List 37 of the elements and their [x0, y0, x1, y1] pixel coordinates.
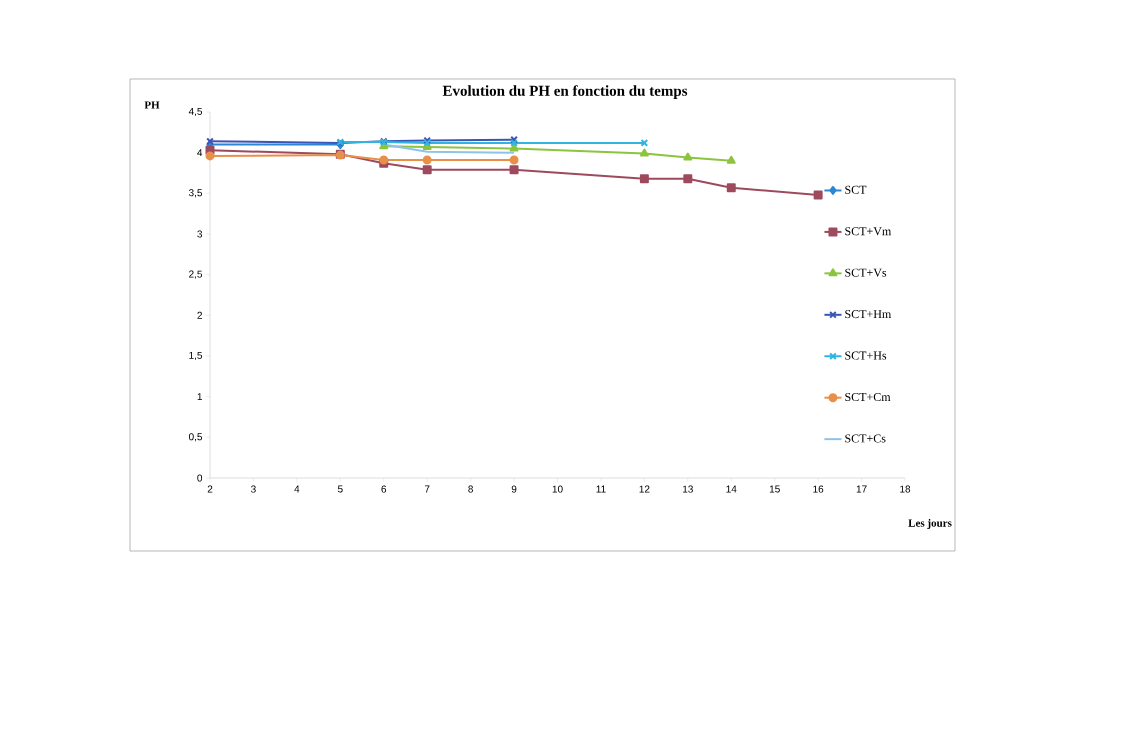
y-axis-title: PH [144, 101, 160, 109]
x-tick-label: 15 [769, 485, 780, 493]
x-tick-label: 17 [856, 485, 867, 493]
y-tick-label: 3 [197, 230, 203, 238]
legend-label: SCT+Vs [845, 268, 887, 277]
x-tick-label: 3 [251, 485, 256, 493]
x-tick-label: 14 [726, 485, 737, 493]
x-tick-label: 6 [381, 485, 387, 493]
legend-label: SCT [845, 185, 867, 194]
legend-label: SCT+Hm [845, 310, 892, 319]
y-tick-label: 1,5 [189, 351, 203, 361]
y-tick-label: 0 [197, 474, 203, 482]
x-tick-label: 9 [511, 485, 517, 493]
x-tick-label: 5 [337, 485, 343, 493]
x-tick-label: 4 [294, 485, 300, 493]
x-tick-label: 8 [468, 485, 473, 493]
y-tick-label: 4 [197, 149, 203, 157]
x-axis-title: Les jours [908, 519, 952, 529]
y-tick-label: 2,5 [189, 270, 203, 279]
x-tick-label: 13 [683, 485, 693, 493]
legend-label: SCT+Vm [845, 227, 892, 236]
x-tick-label: 2 [207, 485, 213, 493]
x-tick-label: 16 [813, 485, 824, 493]
x-tick-label: 18 [900, 485, 911, 493]
y-tick-label: 4,5 [188, 107, 203, 117]
y-tick-label: 0,5 [188, 433, 203, 442]
y-tick-label: 3,5 [188, 189, 203, 198]
x-tick-label: 11 [596, 485, 606, 493]
chart-title: Evolution du PH en fonction du temps [442, 85, 688, 99]
x-tick-label: 12 [639, 485, 650, 493]
y-tick-label: 2 [197, 311, 202, 319]
y-tick-label: 1 [197, 393, 202, 401]
x-tick-label: 10 [552, 485, 563, 493]
legend-label: SCT+Cm [845, 392, 891, 402]
x-tick-label: 7 [424, 485, 430, 493]
legend-label: SCT+Hs [845, 351, 887, 360]
legend-label: SCT+Cs [845, 434, 886, 443]
